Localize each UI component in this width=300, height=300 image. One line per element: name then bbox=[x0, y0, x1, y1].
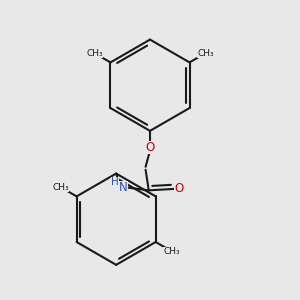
Text: CH₃: CH₃ bbox=[164, 247, 180, 256]
Text: H: H bbox=[111, 177, 119, 187]
Text: N: N bbox=[119, 181, 128, 194]
Text: CH₃: CH₃ bbox=[52, 183, 69, 192]
Text: CH₃: CH₃ bbox=[197, 49, 214, 58]
Text: O: O bbox=[146, 141, 154, 154]
Text: O: O bbox=[174, 182, 183, 195]
Text: CH₃: CH₃ bbox=[86, 49, 103, 58]
